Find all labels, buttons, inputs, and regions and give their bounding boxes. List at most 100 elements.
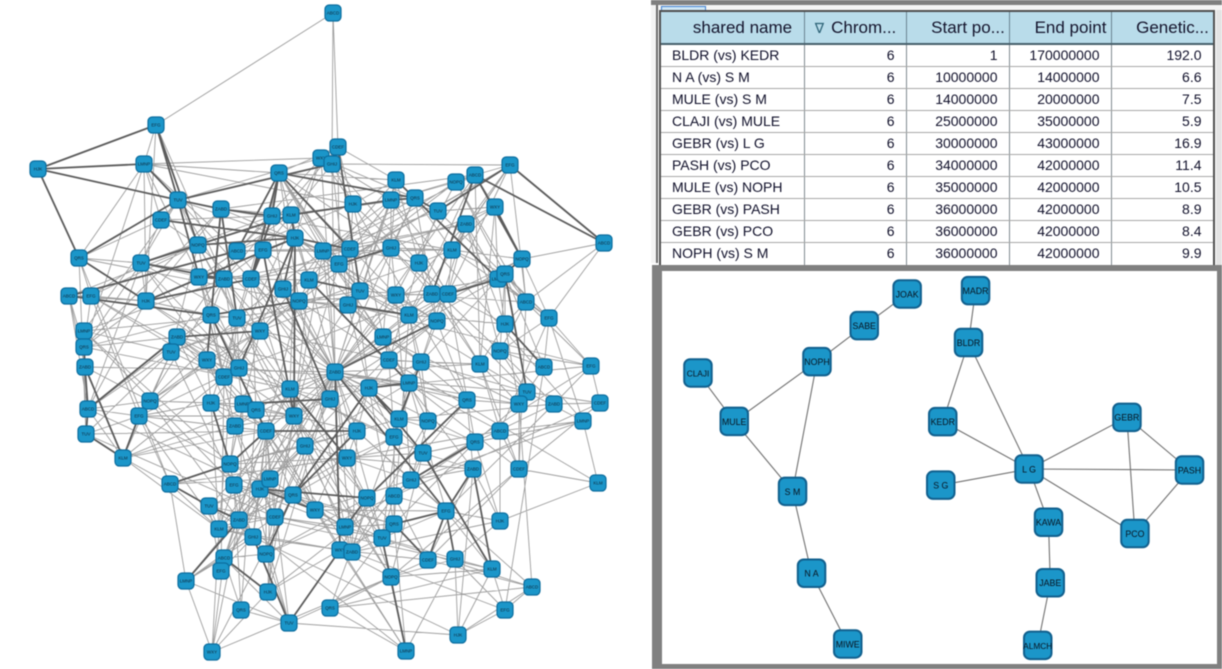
svg-text:ZABD: ZABD xyxy=(548,402,561,407)
svg-text:ZABD: ZABD xyxy=(215,207,228,212)
svg-text:HJK: HJK xyxy=(501,322,510,327)
svg-text:EFG: EFG xyxy=(151,123,161,128)
svg-text:HJK: HJK xyxy=(291,236,300,241)
svg-text:TUV: TUV xyxy=(137,261,146,266)
svg-text:WXY: WXY xyxy=(514,402,524,407)
svg-text:SABE: SABE xyxy=(852,321,876,331)
svg-text:TUV: TUV xyxy=(167,350,176,355)
svg-text:LMNP: LMNP xyxy=(138,162,151,167)
svg-text:KLM: KLM xyxy=(118,456,128,461)
svg-text:TUV: TUV xyxy=(419,451,428,456)
svg-text:CDEF: CDEF xyxy=(332,145,345,150)
svg-text:LMNP: LMNP xyxy=(400,649,413,654)
svg-text:LMNP: LMNP xyxy=(385,198,398,203)
svg-text:QRS: QRS xyxy=(410,196,420,201)
svg-text:NOPQ: NOPQ xyxy=(421,419,435,424)
svg-text:QRS: QRS xyxy=(470,440,480,445)
svg-text:ABCD: ABCD xyxy=(520,300,533,305)
svg-text:EFG: EFG xyxy=(229,483,239,488)
svg-text:CDEF: CDEF xyxy=(218,375,231,380)
svg-text:WXY: WXY xyxy=(207,650,217,655)
svg-text:ABCD: ABCD xyxy=(164,482,177,487)
svg-text:LMNP: LMNP xyxy=(237,402,250,407)
svg-text:GEBR: GEBR xyxy=(1114,413,1139,423)
svg-text:HJK: HJK xyxy=(207,401,216,406)
svg-text:GHIJ: GHIJ xyxy=(248,535,258,540)
svg-text:ABCD: ABCD xyxy=(494,429,507,434)
svg-text:GHIJ: GHIJ xyxy=(450,557,460,562)
svg-text:QRS: QRS xyxy=(325,606,335,611)
svg-text:QRS: QRS xyxy=(500,272,510,277)
svg-text:WXY: WXY xyxy=(310,508,320,513)
svg-text:HJK: HJK xyxy=(496,519,505,524)
svg-text:ZABD: ZABD xyxy=(79,365,92,370)
svg-text:KLM: KLM xyxy=(214,527,224,532)
svg-text:NOPQ: NOPQ xyxy=(515,257,529,262)
svg-text:ZABD: ZABD xyxy=(346,550,359,555)
svg-text:KLM: KLM xyxy=(593,481,603,486)
svg-text:HJK: HJK xyxy=(349,202,358,207)
svg-text:KLM: KLM xyxy=(286,213,296,218)
svg-text:CDEF: CDEF xyxy=(442,292,455,297)
svg-text:LMNP: LMNP xyxy=(377,335,390,340)
svg-text:QRS: QRS xyxy=(274,171,284,176)
svg-text:EFG: EFG xyxy=(134,414,144,419)
svg-text:HJK: HJK xyxy=(34,167,43,172)
svg-text:PCO: PCO xyxy=(1125,529,1144,539)
svg-text:WXY: WXY xyxy=(255,329,265,334)
svg-text:ZABD: ZABD xyxy=(460,222,473,227)
svg-text:GHIJ: GHIJ xyxy=(406,478,416,483)
svg-text:WXY: WXY xyxy=(202,358,212,363)
svg-text:KLM: KLM xyxy=(285,387,295,392)
svg-text:GHIJ: GHIJ xyxy=(416,360,426,365)
svg-text:BLDR: BLDR xyxy=(956,338,979,348)
svg-text:KLM: KLM xyxy=(304,278,314,283)
svg-text:LMNP: LMNP xyxy=(577,419,590,424)
svg-text:HJK: HJK xyxy=(415,261,424,266)
svg-text:EFG: EFG xyxy=(586,364,596,369)
svg-text:ZABD: ZABD xyxy=(229,424,242,429)
svg-text:CDEF: CDEF xyxy=(155,218,168,223)
svg-text:CDEF: CDEF xyxy=(594,401,607,406)
svg-text:EFG: EFG xyxy=(334,262,344,267)
svg-text:ABCD: ABCD xyxy=(526,585,539,590)
svg-text:ABCD: ABCD xyxy=(231,249,244,254)
svg-text:QRS: QRS xyxy=(236,608,246,613)
svg-text:CLAJI: CLAJI xyxy=(686,368,709,378)
svg-text:KEDR: KEDR xyxy=(930,417,954,427)
svg-text:LMNP: LMNP xyxy=(403,381,416,386)
svg-text:ZABD: ZABD xyxy=(426,292,439,297)
svg-text:ABCD: ABCD xyxy=(218,556,231,561)
svg-text:EFG: EFG xyxy=(389,435,399,440)
svg-text:NOPQ: NOPQ xyxy=(259,552,273,557)
svg-text:GHIJ: GHIJ xyxy=(343,303,353,308)
svg-text:QRS: QRS xyxy=(462,398,472,403)
svg-text:TUV: TUV xyxy=(205,504,214,509)
svg-text:N A: N A xyxy=(804,569,818,579)
svg-text:HJK: HJK xyxy=(256,487,265,492)
svg-text:ZABD: ZABD xyxy=(467,467,480,472)
svg-text:CDEF: CDEF xyxy=(513,467,526,472)
svg-text:WXY: WXY xyxy=(342,456,352,461)
svg-text:HJK: HJK xyxy=(365,386,374,391)
svg-text:HJK: HJK xyxy=(353,429,362,434)
svg-text:GHIJ: GHIJ xyxy=(300,444,310,449)
svg-text:WXY: WXY xyxy=(316,156,326,161)
svg-text:TUV: TUV xyxy=(378,536,387,541)
svg-text:EFG: EFG xyxy=(505,163,515,168)
svg-text:EFG: EFG xyxy=(258,248,268,253)
svg-text:WXY: WXY xyxy=(335,548,345,553)
svg-text:GHIJ: GHIJ xyxy=(386,246,396,251)
svg-text:LMNP: LMNP xyxy=(339,525,352,530)
svg-text:QRS: QRS xyxy=(79,345,89,350)
svg-text:NOPH: NOPH xyxy=(804,357,829,367)
svg-text:WXY: WXY xyxy=(391,293,401,298)
svg-text:ZABD: ZABD xyxy=(171,335,184,340)
svg-text:LMNP: LMNP xyxy=(78,329,91,334)
svg-text:KLM: KLM xyxy=(447,248,457,253)
svg-text:ABCD: ABCD xyxy=(538,365,551,370)
svg-text:CDEF: CDEF xyxy=(245,277,258,282)
svg-text:NOPQ: NOPQ xyxy=(360,496,374,501)
svg-text:HJK: HJK xyxy=(264,590,273,595)
svg-text:ZABD: ZABD xyxy=(233,518,246,523)
